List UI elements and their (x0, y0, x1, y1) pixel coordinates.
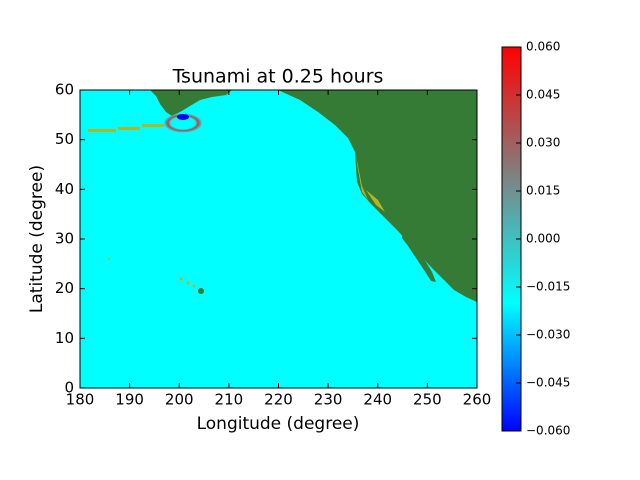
y-tick-label: 20 (55, 279, 74, 297)
x-tick-label: 250 (413, 391, 442, 409)
aleutians (118, 127, 140, 130)
x-tick-label: 260 (463, 391, 492, 409)
hawaii (186, 281, 190, 285)
colorbar-tick-label: −0.045 (526, 376, 570, 390)
tsunami-wave (163, 113, 203, 133)
x-tick-label: 230 (314, 391, 343, 409)
y-tick-label: 10 (55, 329, 74, 347)
y-axis-label: Latitude (degree) (27, 165, 47, 313)
y-tick-label: 30 (55, 230, 74, 248)
shallow-water (88, 124, 385, 294)
colorbar-tick-label: 0.015 (526, 184, 560, 198)
aleutians (142, 124, 164, 127)
y-tick-label: 50 (55, 130, 74, 148)
y-tick-label: 60 (55, 81, 74, 99)
colorbar-tick-label: 0.060 (526, 40, 560, 54)
colorbar-tick-label: −0.060 (526, 424, 570, 438)
x-tick-label: 200 (165, 391, 194, 409)
colorbar-tick-label: 0.000 (526, 232, 560, 246)
aleutians (88, 129, 116, 132)
map-features (88, 90, 477, 302)
x-tick-label: 210 (215, 391, 244, 409)
hawaii (198, 288, 204, 294)
colorbar-tick-label: −0.030 (526, 328, 570, 342)
y-tick-label: 40 (55, 180, 74, 198)
shelf (366, 190, 385, 212)
colorbar-tick-label: 0.030 (526, 136, 560, 150)
chart-title: Tsunami at 0.25 hours (172, 66, 384, 88)
y-tick-label: 0 (64, 379, 74, 397)
land (150, 90, 477, 302)
x-tick-label: 220 (264, 391, 293, 409)
alaska (150, 90, 232, 116)
x-axis-label: Longitude (degree) (197, 414, 360, 434)
x-tick-label: 180 (66, 391, 95, 409)
north-america (278, 90, 477, 302)
hawaii (179, 277, 183, 281)
colorbar-tick-label: −0.015 (526, 280, 570, 294)
x-tick-label: 190 (115, 391, 144, 409)
x-tick-label: 240 (363, 391, 392, 409)
hawaii (192, 284, 196, 288)
baja (402, 232, 436, 282)
tsunami-source (177, 114, 189, 120)
colorbar-tick-label: 0.045 (526, 88, 560, 102)
island (108, 258, 110, 260)
